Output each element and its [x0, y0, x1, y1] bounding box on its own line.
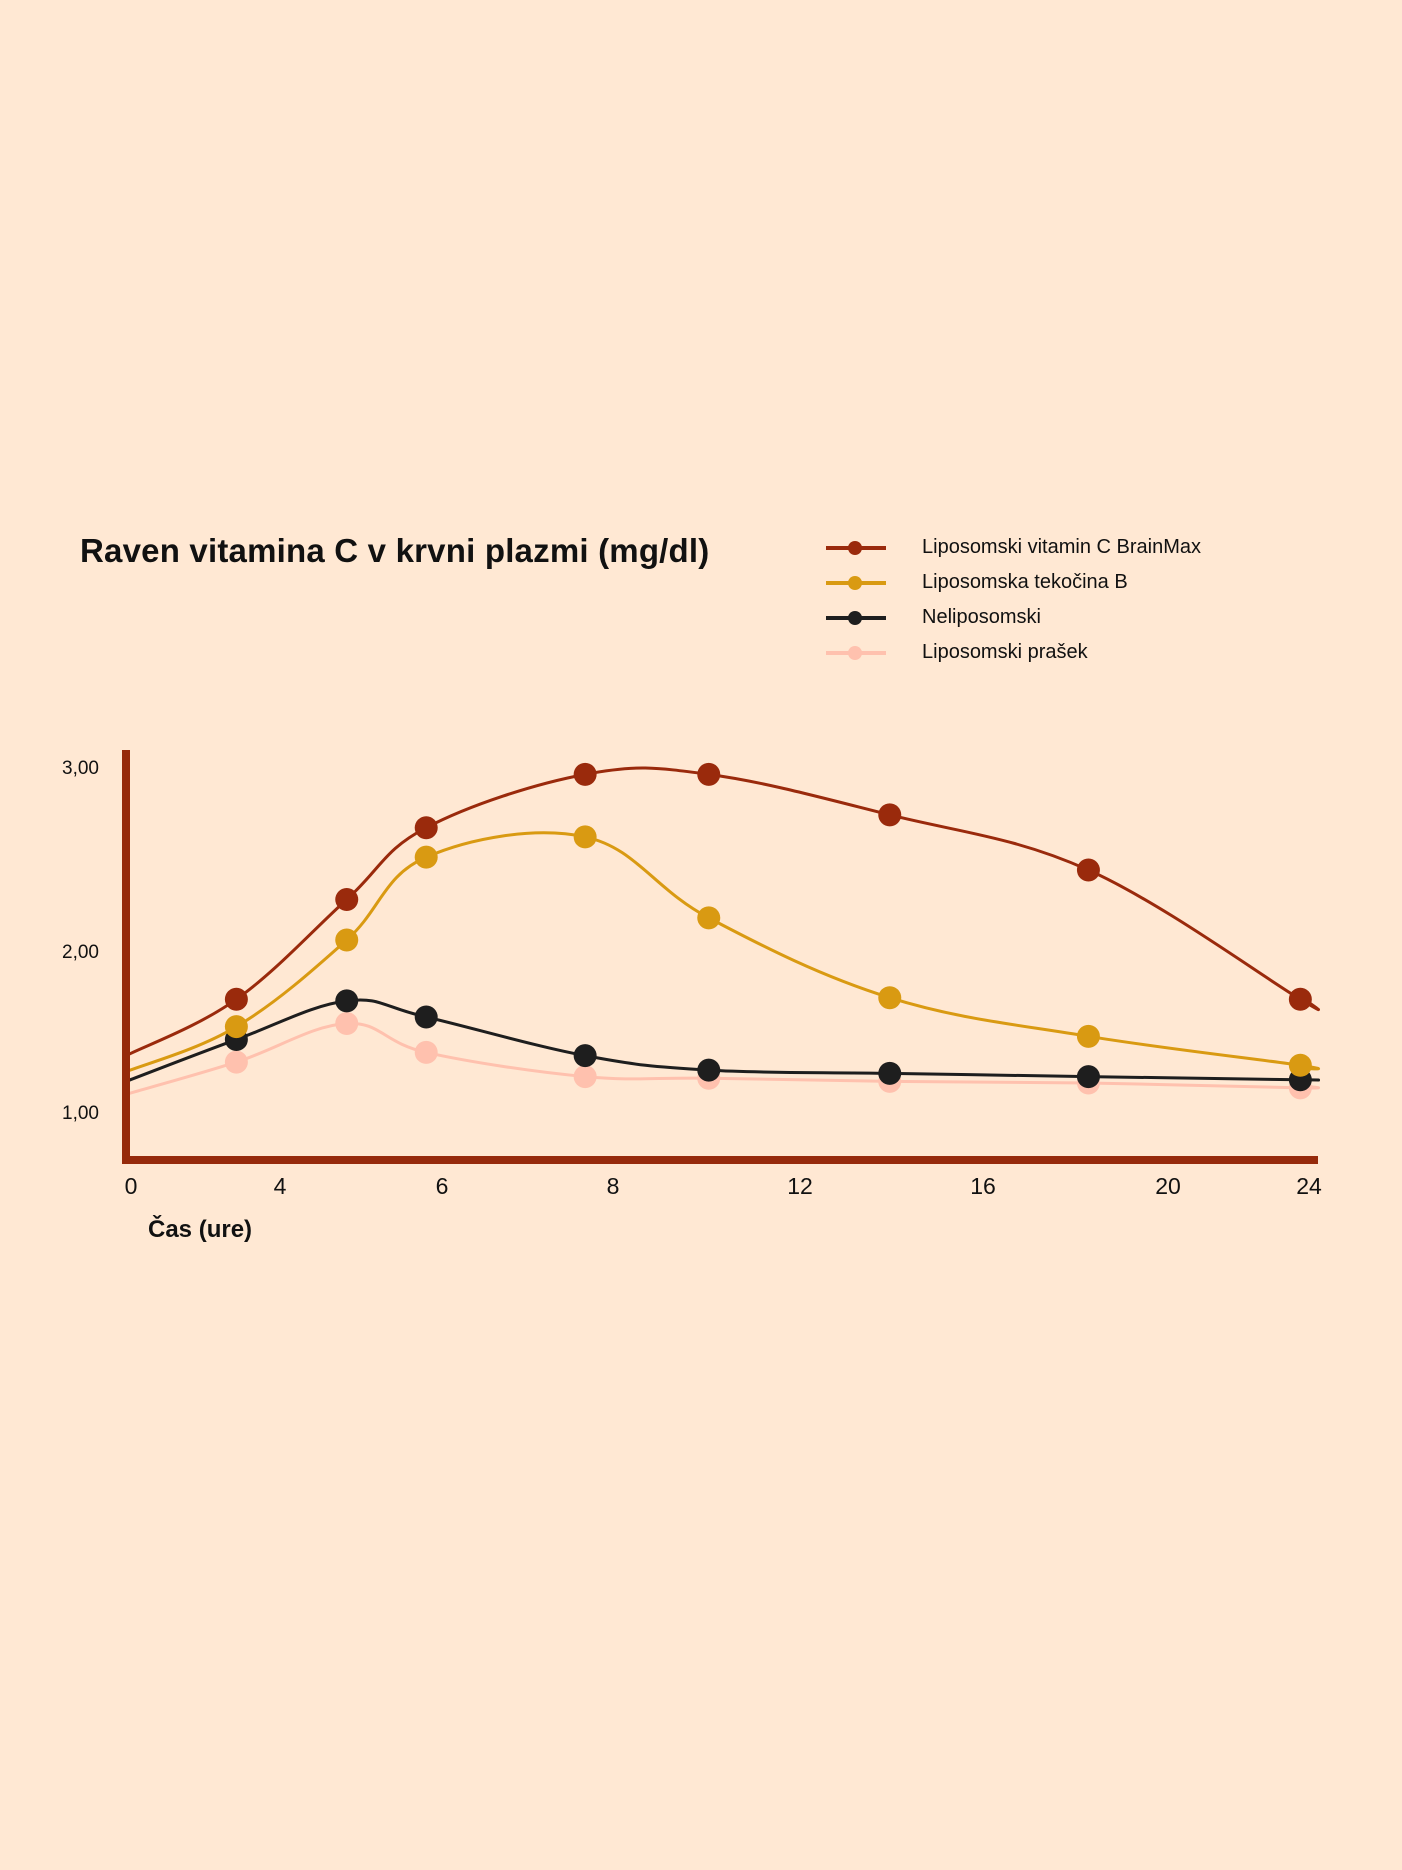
data-point: [1076, 1065, 1100, 1089]
data-point: [878, 986, 902, 1010]
legend-marker: [848, 540, 862, 555]
x-tick-label: 0: [125, 1173, 138, 1199]
data-point: [224, 1015, 248, 1039]
legend-item: Liposomski prašek: [826, 635, 1286, 670]
data-point: [335, 1011, 359, 1035]
legend-item: Neliposomski: [826, 600, 1286, 635]
series-line: [124, 766, 1320, 1058]
data-point: [878, 1061, 902, 1085]
series-line: [124, 831, 1320, 1074]
legend-label: Neliposomski: [922, 606, 1041, 628]
legend-item: Liposomska tekočina B: [826, 565, 1286, 600]
data-point: [224, 987, 248, 1011]
y-tick-label: 3,00: [62, 758, 99, 779]
data-point: [573, 825, 597, 849]
x-tick-label: 4: [274, 1173, 287, 1199]
legend: Liposomski vitamin C BrainMax Liposomska…: [826, 530, 1286, 670]
data-point: [414, 816, 438, 840]
legend-swatch: [826, 536, 886, 560]
data-point: [573, 1044, 597, 1068]
x-tick-label: 8: [607, 1173, 620, 1199]
x-axis-title: Čas (ure): [148, 1216, 253, 1243]
data-point: [414, 845, 438, 869]
y-tick-label: 1,00: [62, 1103, 99, 1124]
legend-swatch: [826, 641, 886, 665]
series-line: [124, 998, 1320, 1083]
x-tick-label: 16: [970, 1173, 996, 1199]
data-point: [1288, 987, 1312, 1011]
data-point: [1076, 1024, 1100, 1048]
data-point: [335, 989, 359, 1013]
x-tick-label: 6: [436, 1173, 449, 1199]
data-point: [878, 803, 902, 827]
data-point: [697, 906, 721, 930]
data-point: [573, 762, 597, 786]
data-point: [335, 887, 359, 911]
legend-label: Liposomski prašek: [922, 641, 1088, 663]
legend-item: Liposomski vitamin C BrainMax: [826, 530, 1286, 565]
legend-marker: [848, 645, 862, 660]
legend-label: Liposomski vitamin C BrainMax: [922, 536, 1201, 558]
x-tick-label: 20: [1155, 1173, 1181, 1199]
legend-label: Liposomska tekočina B: [922, 571, 1128, 593]
series-line: [124, 1021, 1320, 1096]
data-point: [1076, 858, 1100, 882]
data-point: [335, 928, 359, 952]
chart-title: Raven vitamina C v krvni plazmi (mg/dl): [80, 532, 710, 569]
legend-marker: [848, 575, 862, 590]
legend-marker: [848, 610, 862, 625]
legend-swatch: [826, 606, 886, 630]
data-point: [224, 1050, 248, 1074]
data-point: [697, 762, 721, 786]
data-point: [697, 1058, 721, 1082]
data-point: [414, 1005, 438, 1029]
data-point: [573, 1065, 597, 1089]
x-tick-label: 12: [787, 1173, 813, 1199]
y-tick-label: 2,00: [62, 942, 99, 963]
data-point: [414, 1040, 438, 1064]
x-tick-label: 24: [1296, 1173, 1322, 1199]
legend-swatch: [826, 571, 886, 595]
data-point: [1288, 1053, 1312, 1077]
